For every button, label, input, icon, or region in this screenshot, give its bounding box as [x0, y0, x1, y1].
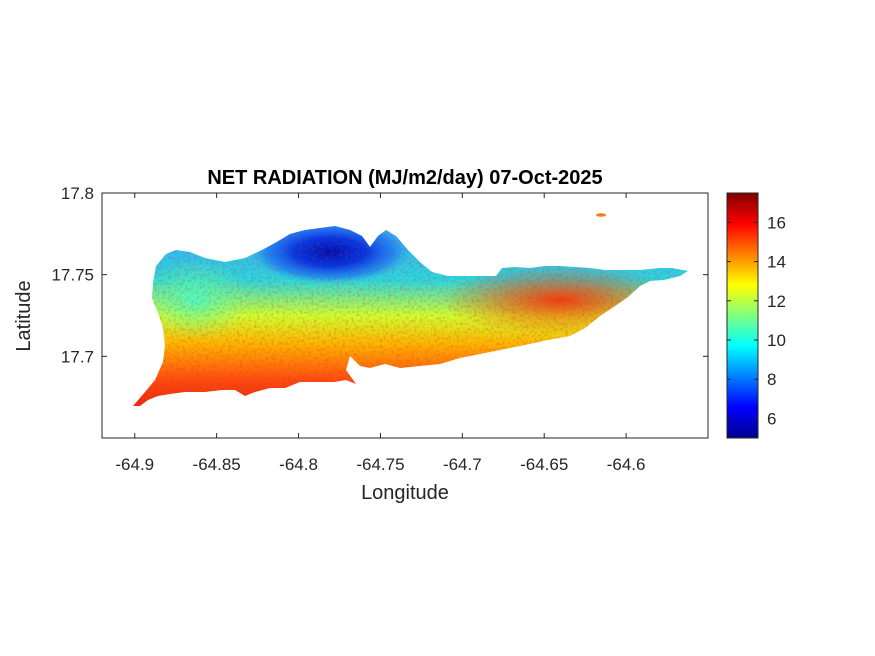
colorbar [726, 192, 759, 439]
x-axis: -64.9 -64.85 -64.8 -64.75 -64.7 -64.65 -64.6 [115, 193, 645, 474]
y-tick-label: 17.75 [51, 266, 94, 285]
chart-title: NET RADIATION (MJ/m2/day) 07-Oct-2025 [207, 167, 602, 189]
colorbar-tick-label: 6 [767, 409, 776, 428]
colorbar-tick-label: 10 [767, 331, 786, 350]
x-tick-label: -64.7 [443, 455, 482, 474]
colorbar-axis: 6 8 10 12 14 16 [727, 213, 786, 428]
x-tick-label: -64.9 [115, 455, 154, 474]
colorbar-tick-label: 12 [767, 292, 786, 311]
x-tick-label: -64.65 [520, 455, 568, 474]
x-tick-label: -64.8 [279, 455, 318, 474]
y-axis: 17.7 17.75 17.8 [51, 184, 708, 366]
offshore-cay [596, 213, 606, 217]
y-tick-label: 17.7 [61, 347, 94, 366]
colorbar-tick-label: 14 [767, 253, 786, 272]
colorbar-tick-label: 16 [767, 213, 786, 232]
colorbar-tick-label: 8 [767, 370, 776, 389]
x-tick-label: -64.75 [356, 455, 404, 474]
x-axis-label: Longitude [361, 482, 449, 504]
y-axis-label: Latitude [13, 280, 35, 351]
x-tick-label: -64.6 [607, 455, 646, 474]
y-tick-label: 17.8 [61, 184, 94, 203]
x-tick-label: -64.85 [193, 455, 241, 474]
